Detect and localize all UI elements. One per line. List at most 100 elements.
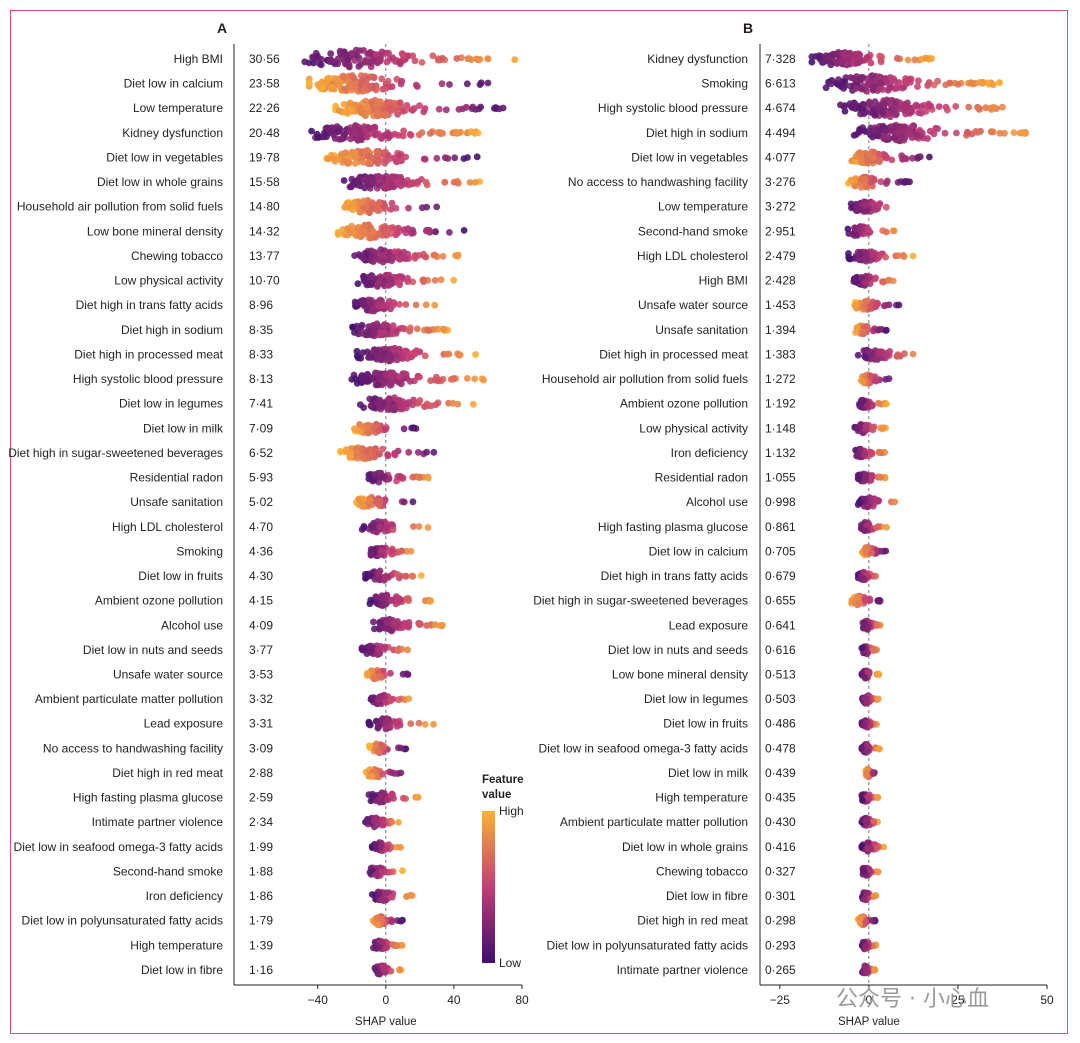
shap-point [386, 868, 393, 876]
shap-point [883, 400, 890, 408]
shap-point [377, 405, 385, 413]
beeswarm-row [351, 246, 462, 266]
shap-point [874, 496, 881, 504]
feature-label: Residential radon [130, 471, 223, 485]
shap-point [309, 53, 316, 61]
feature-importance-value: 1·79 [249, 914, 273, 928]
feature-label: Second-hand smoke [638, 224, 748, 238]
feature-label: Chewing tobacco [131, 249, 223, 263]
shap-point [861, 353, 869, 360]
shap-point [879, 278, 887, 286]
shap-point [424, 524, 432, 531]
beeswarm-row [857, 371, 893, 387]
feature-importance-value: 4·09 [249, 618, 273, 632]
shap-point [430, 720, 437, 728]
feature-label: High systolic blood pressure [73, 372, 223, 386]
shap-point [385, 395, 393, 402]
shap-point [387, 791, 395, 799]
shap-point [808, 53, 816, 61]
feature-importance-value: 0·265 [765, 963, 796, 977]
feature-label: Diet high in trans fatty acids [76, 298, 223, 312]
beeswarm-row [323, 147, 481, 168]
feature-importance-value: 0·301 [765, 889, 796, 903]
shap-point [409, 52, 417, 60]
shap-point [326, 57, 334, 65]
feature-label: Low physical activity [639, 421, 748, 435]
shap-point [859, 74, 867, 81]
shap-point [877, 79, 885, 87]
feature-importance-value: 7·41 [249, 397, 273, 411]
feature-importance-value: 2·951 [765, 224, 796, 238]
shap-point [382, 371, 389, 379]
shap-point [380, 349, 388, 357]
feature-label: Ambient ozone pollution [95, 594, 223, 608]
shap-point [369, 523, 377, 531]
shap-point [372, 871, 380, 879]
shap-point [979, 79, 987, 86]
shap-point [426, 130, 434, 137]
shap-point [382, 426, 389, 433]
shap-point [990, 81, 997, 89]
shap-point [925, 79, 933, 86]
beeswarm-row [349, 320, 451, 340]
feature-label: Low temperature [133, 101, 223, 115]
feature-label: Lead exposure [144, 717, 224, 731]
feature-label: Unsafe water source [638, 298, 748, 312]
shap-point [370, 476, 378, 484]
shap-point [376, 181, 383, 189]
shap-point [852, 85, 860, 92]
shap-point [418, 129, 426, 137]
beeswarm-row [365, 469, 432, 486]
shap-point [383, 157, 391, 165]
beeswarm-row [368, 888, 416, 904]
shap-point [890, 227, 898, 235]
shap-point [336, 47, 344, 55]
beeswarm-row [362, 766, 405, 781]
feature-label: Second-hand smoke [113, 864, 223, 878]
shap-point [416, 621, 424, 628]
shap-point [410, 523, 417, 530]
shap-point [391, 225, 399, 233]
shap-point [884, 177, 891, 185]
beeswarm-row [848, 148, 933, 167]
panel-title: A [217, 20, 227, 36]
shap-point [351, 329, 358, 336]
beeswarm-row [351, 296, 439, 315]
shap-point [370, 817, 378, 825]
shap-point [892, 99, 899, 107]
shap-point [860, 303, 868, 311]
shap-point [861, 279, 869, 287]
feature-label: High BMI [699, 274, 748, 288]
feature-importance-value: 30·56 [249, 52, 280, 66]
shap-point [987, 104, 994, 112]
shap-point [869, 917, 877, 924]
feature-importance-value: 1·394 [765, 323, 796, 337]
shap-point [477, 79, 485, 87]
legend-colorbar [482, 811, 495, 963]
shap-point [866, 98, 873, 106]
shap-point [337, 448, 345, 456]
shap-point [368, 98, 375, 106]
shap-point [409, 473, 417, 481]
feature-label: Low physical activity [114, 274, 223, 288]
shap-point [891, 498, 899, 506]
shap-point [407, 131, 415, 139]
feature-importance-value: 3·276 [765, 175, 796, 189]
shap-point [452, 252, 459, 259]
feature-label: Diet low in legumes [644, 692, 748, 706]
shap-point [476, 56, 484, 63]
shap-point [405, 204, 412, 212]
shap-point [337, 135, 345, 143]
shap-point [385, 282, 393, 289]
shap-point [863, 207, 870, 215]
shap-point [439, 252, 447, 260]
shap-point [361, 176, 369, 184]
shap-point [415, 719, 423, 727]
beeswarm-row [351, 420, 420, 437]
legend-title-line1: Feature [482, 774, 524, 786]
feature-importance-value: 0·861 [765, 520, 796, 534]
beeswarm-row [854, 568, 880, 583]
shap-point [384, 625, 392, 633]
feature-importance-value: 1·272 [765, 372, 796, 386]
shap-point [397, 173, 405, 181]
